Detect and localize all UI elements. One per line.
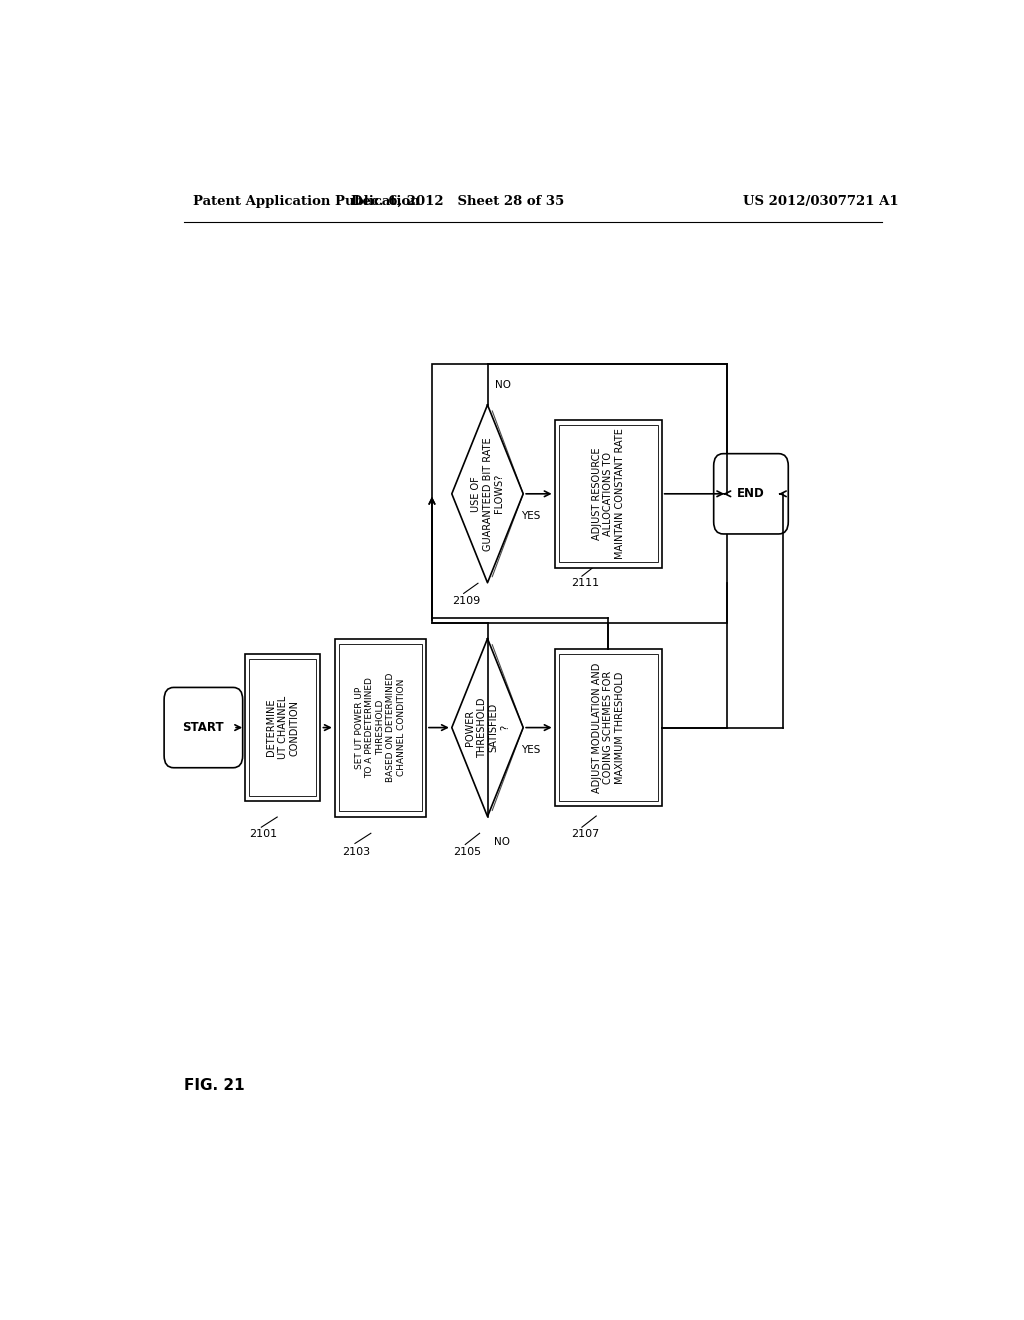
Bar bbox=[249, 659, 316, 796]
Text: USE OF
GUARANTEED BIT RATE
FLOWS?: USE OF GUARANTEED BIT RATE FLOWS? bbox=[471, 437, 504, 550]
Bar bbox=[339, 644, 422, 812]
Text: 2101: 2101 bbox=[249, 829, 276, 840]
Bar bbox=[335, 639, 426, 817]
Text: FIG. 21: FIG. 21 bbox=[183, 1078, 244, 1093]
Text: NO: NO bbox=[496, 380, 511, 389]
Bar bbox=[558, 653, 657, 801]
Bar bbox=[555, 420, 662, 568]
Text: Dec. 6, 2012   Sheet 28 of 35: Dec. 6, 2012 Sheet 28 of 35 bbox=[350, 194, 564, 207]
Text: 2111: 2111 bbox=[570, 578, 599, 589]
Polygon shape bbox=[452, 405, 523, 582]
Text: ADJUST MODULATION AND
CODING SCHEMES FOR
MAXIMUM THRESHOLD: ADJUST MODULATION AND CODING SCHEMES FOR… bbox=[592, 663, 625, 793]
Text: SET UT POWER UP
TO A PREDETERMINED
THRESHOLD
BASED ON DETERMINED
CHANNEL CONDITI: SET UT POWER UP TO A PREDETERMINED THRES… bbox=[355, 673, 406, 783]
FancyBboxPatch shape bbox=[714, 454, 788, 535]
Text: YES: YES bbox=[521, 511, 541, 521]
FancyBboxPatch shape bbox=[164, 688, 243, 768]
Text: END: END bbox=[737, 487, 765, 500]
Text: START: START bbox=[182, 721, 224, 734]
Text: NO: NO bbox=[494, 837, 510, 847]
Bar bbox=[432, 364, 727, 623]
Text: 2105: 2105 bbox=[454, 846, 481, 857]
Polygon shape bbox=[452, 639, 523, 817]
Text: POWER
THRESHOLD
SATISFIED
?: POWER THRESHOLD SATISFIED ? bbox=[465, 697, 510, 758]
Text: Patent Application Publication: Patent Application Publication bbox=[194, 194, 420, 207]
Text: 2103: 2103 bbox=[342, 846, 371, 857]
Text: US 2012/0307721 A1: US 2012/0307721 A1 bbox=[743, 194, 899, 207]
Text: ADJUST RESOURCE
ALLOCATIONS TO
MAINTAIN CONSTANT RATE: ADJUST RESOURCE ALLOCATIONS TO MAINTAIN … bbox=[592, 429, 625, 560]
Text: 2107: 2107 bbox=[570, 829, 599, 840]
Text: YES: YES bbox=[521, 744, 541, 755]
Text: 2109: 2109 bbox=[452, 595, 480, 606]
Text: DETERMINE
UT CHANNEL
CONDITION: DETERMINE UT CHANNEL CONDITION bbox=[266, 696, 299, 759]
Bar bbox=[558, 425, 657, 562]
Bar bbox=[555, 649, 662, 807]
Bar bbox=[245, 653, 321, 801]
